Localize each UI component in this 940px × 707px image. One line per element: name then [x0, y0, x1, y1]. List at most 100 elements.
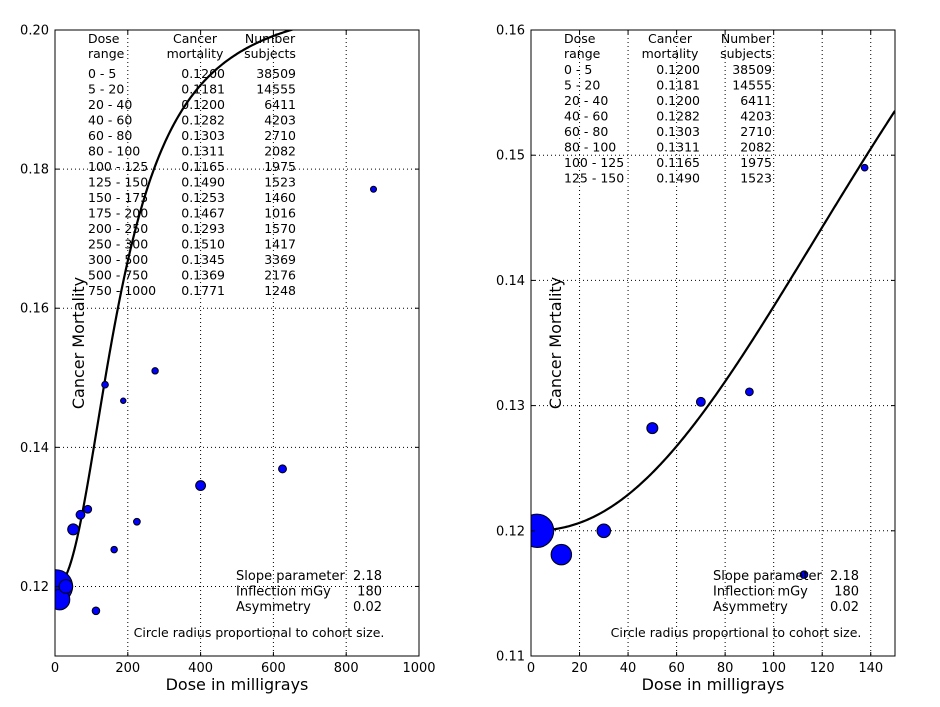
data-point	[120, 397, 127, 404]
radius-note: Circle radius proportional to cohort siz…	[611, 625, 862, 640]
data-point	[646, 422, 659, 435]
x-tick-label: 40	[620, 661, 637, 676]
fit-curve	[55, 30, 295, 588]
table-cell: 0.1181	[656, 78, 700, 93]
table-cell: 0.1282	[656, 109, 700, 124]
table-cell: 750 - 1000	[88, 283, 156, 298]
table-header: mortality	[167, 46, 224, 61]
table-header: Number	[245, 31, 296, 46]
fit-curve	[531, 110, 895, 532]
table-cell: 100 - 125	[564, 155, 624, 170]
table-cell: 0.1293	[181, 221, 225, 236]
table-cell: 1417	[264, 237, 296, 252]
table-cell: 0.1200	[181, 97, 225, 112]
plot-frame	[530, 29, 896, 657]
table-cell: 38509	[256, 66, 296, 81]
table-header: range	[88, 46, 125, 61]
x-tick-label: 120	[810, 661, 835, 676]
table-cell: 80 - 100	[564, 140, 616, 155]
y-tick-label: 0.16	[20, 302, 49, 317]
data-point	[101, 380, 109, 389]
table-cell: 6411	[264, 97, 296, 112]
x-axis-label: Dose in milligrays	[642, 675, 785, 694]
fit-parameter-value: 2.18	[353, 569, 382, 584]
table-cell: 0.1165	[181, 159, 225, 174]
table-cell: 125 - 150	[88, 175, 148, 190]
table-cell: 1248	[264, 283, 296, 298]
table-header: range	[564, 46, 601, 61]
table-cell: 0.1467	[181, 206, 225, 221]
table-header: Dose	[564, 31, 596, 46]
data-point	[91, 606, 101, 616]
table-cell: 4203	[740, 109, 772, 124]
x-tick-label: 0	[527, 661, 535, 676]
data-point	[799, 570, 809, 579]
table-cell: 125 - 150	[564, 171, 624, 186]
table-cell: 0.1490	[656, 171, 700, 186]
table-cell: 500 - 750	[88, 268, 148, 283]
fit-parameter-label: Inflection mGy	[713, 585, 808, 600]
table-header: Number	[721, 31, 772, 46]
data-point	[370, 185, 377, 193]
y-axis-label: Cancer Mortality	[69, 277, 88, 409]
table-cell: 0.1311	[656, 140, 700, 155]
table-cell: 250 - 300	[88, 237, 148, 252]
table-cell: 100 - 125	[88, 159, 148, 174]
table-header: mortality	[642, 46, 699, 61]
x-tick-label: 60	[668, 661, 685, 676]
table-cell: 1570	[264, 221, 296, 236]
table-cell: 300 - 500	[88, 252, 148, 267]
table-cell: 0.1253	[181, 190, 225, 205]
y-tick-label: 0.14	[496, 274, 525, 289]
table-cell: 0.1303	[656, 124, 700, 139]
x-tick-label: 400	[188, 661, 213, 676]
table-header: Dose	[88, 31, 120, 46]
table-cell: 4203	[264, 113, 296, 128]
x-tick-label: 0	[51, 661, 59, 676]
table-header: Cancer	[648, 31, 693, 46]
table-cell: 0.1311	[181, 144, 225, 159]
table-cell: 0.1200	[181, 66, 225, 81]
data-point	[67, 523, 80, 536]
x-tick-label: 1000	[402, 661, 435, 676]
table-header: Cancer	[173, 31, 218, 46]
table-cell: 175 - 200	[88, 206, 148, 221]
x-tick-label: 140	[858, 661, 883, 676]
x-tick-label: 80	[717, 661, 734, 676]
data-points	[531, 163, 869, 579]
table-cell: 0.1200	[656, 62, 700, 77]
data-point	[278, 464, 287, 474]
fit-parameter-label: Slope parameter	[236, 569, 345, 584]
table-cell: 0.1181	[181, 82, 225, 97]
table-cell: 40 - 60	[564, 109, 608, 124]
y-tick-label: 0.12	[20, 580, 49, 595]
right-chart-panel: 0 20 40 60 80 100 120 140 0.11 0.12 0.13 0.14 0.15 0.…	[496, 24, 896, 694]
fit-parameter-value: 0.02	[353, 600, 382, 615]
x-tick-label: 20	[571, 661, 588, 676]
table-cell: 1460	[264, 190, 296, 205]
table-cell: 3369	[264, 252, 296, 267]
table-cell: 200 - 250	[88, 221, 148, 236]
table-cell: 6411	[740, 93, 772, 108]
y-tick-label: 0.11	[496, 650, 525, 665]
table-cell: 14555	[256, 82, 296, 97]
table-cell: 2176	[264, 268, 296, 283]
y-tick-label: 0.16	[496, 24, 525, 39]
data-point	[596, 523, 612, 539]
table-cell: 1523	[264, 175, 296, 190]
table-cell: 20 - 40	[88, 97, 132, 112]
fit-parameter-label: Inflection mGy	[236, 585, 331, 600]
table-cell: 1016	[264, 206, 296, 221]
data-point	[58, 579, 74, 594]
table-header: subjects	[720, 46, 772, 61]
table-cell: 0.1282	[181, 113, 225, 128]
plot-frame	[54, 29, 420, 657]
fit-parameter-value: 180	[357, 585, 382, 600]
table-cell: 2082	[740, 140, 772, 155]
table-cell: 0.1345	[181, 252, 225, 267]
table-cell: 2710	[740, 124, 772, 139]
table-cell: 0.1303	[181, 128, 225, 143]
table-cell: 38509	[732, 62, 772, 77]
data-point	[195, 480, 207, 492]
table-cell: 150 - 175	[88, 190, 148, 205]
